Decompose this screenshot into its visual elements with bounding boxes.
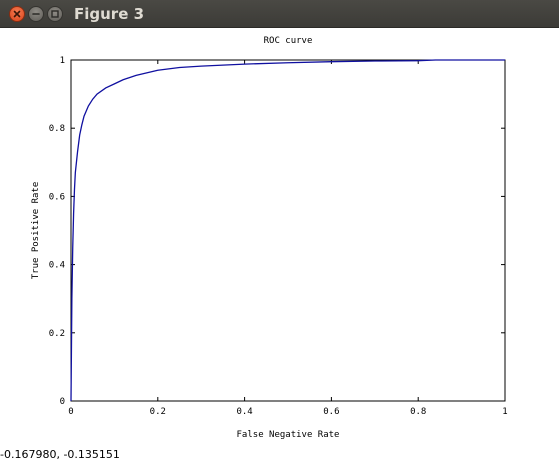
coordinate-readout: -0.167980, -0.135151 <box>0 448 120 461</box>
plot-ticks: 0 0.2 0.4 0.6 0.8 1 0 0.2 0.4 0.6 0.8 1 <box>49 56 508 417</box>
x-axis-label: False Negative Rate <box>237 430 340 440</box>
y-tick-label: 0.2 <box>49 329 65 339</box>
x-tick-label: 0.8 <box>410 407 426 417</box>
y-tick-label: 0.6 <box>49 192 65 202</box>
maximize-button[interactable] <box>47 6 63 22</box>
chart-title: ROC curve <box>264 36 313 46</box>
x-tick-label: 0.2 <box>150 407 166 417</box>
x-tick-label: 1 <box>502 407 507 417</box>
minimize-icon <box>32 13 40 15</box>
close-icon <box>13 10 21 18</box>
maximize-icon <box>51 10 59 18</box>
y-axis-label: True Positive Rate <box>31 182 41 280</box>
y-tick-label: 0.4 <box>49 261 65 271</box>
plot-lines <box>70 59 505 402</box>
x-tick-label: 0 <box>68 407 73 417</box>
y-tick-label: 0 <box>60 397 65 407</box>
plot-axes <box>70 59 506 402</box>
x-tick-label: 0.6 <box>323 407 339 417</box>
y-tick-label: 0.8 <box>49 124 65 134</box>
close-button[interactable] <box>9 6 25 22</box>
y-tick-label: 1 <box>60 56 65 66</box>
roc-curve-line <box>70 59 505 402</box>
roc-chart[interactable]: ROC curve 0 0.2 0.4 0.6 0.8 1 0 0.2 0.4 0.6 0.8 1 F… <box>0 28 559 446</box>
window-titlebar: Figure 3 <box>0 0 559 28</box>
minimize-button[interactable] <box>28 6 44 22</box>
plot-frame <box>70 59 506 402</box>
x-tick-label: 0.4 <box>236 407 252 417</box>
window-title: Figure 3 <box>74 5 145 23</box>
